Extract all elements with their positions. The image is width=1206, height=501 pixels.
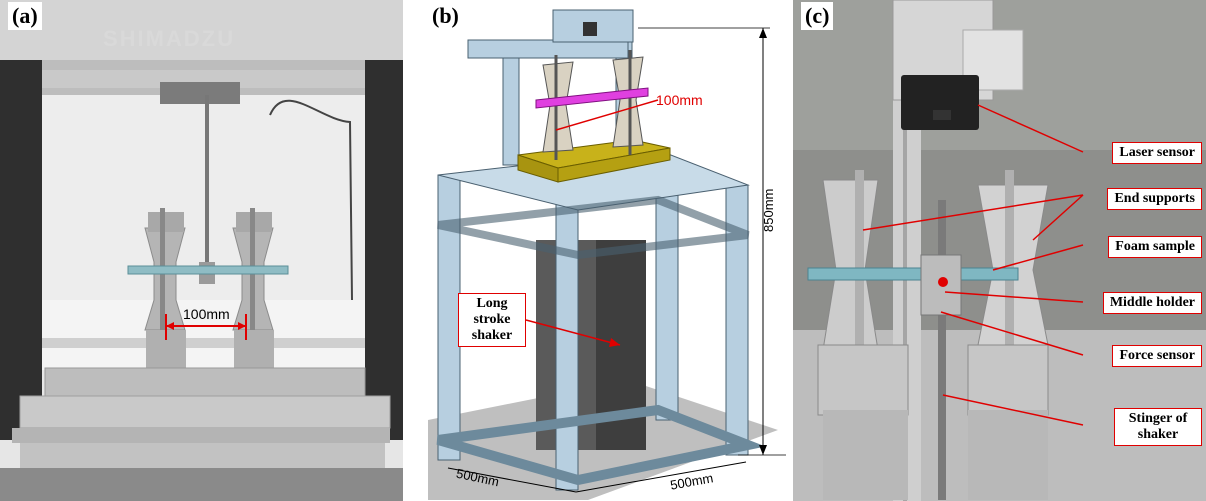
callout-end-supports: End supports (1107, 188, 1202, 210)
callout-stinger-of-shaker: Stinger of shaker (1114, 408, 1202, 446)
panel-b-illustration (428, 9, 786, 500)
shaker-callout-arrow (525, 319, 621, 347)
shaker-label-line-1: Long (476, 296, 508, 311)
callout-force-sensor: Force sensor (1112, 345, 1202, 367)
panel-b-distance-label: 100mm (656, 92, 703, 108)
shaker-callout: Long stroke shaker (458, 293, 526, 347)
panel-c-letter: (c) (801, 2, 834, 30)
callout-laser-sensor: Laser sensor (1112, 142, 1202, 164)
panel-a-distance-label: 100mm (183, 306, 230, 322)
brand-logo-text: SHIMADZU (103, 26, 236, 51)
callout-foam-sample: Foam sample (1108, 236, 1202, 258)
panel-b-cad-drawing: (b) 100mm 850mm 500mm 500mm Long stroke … (408, 0, 789, 501)
panel-a-letter: (a) (8, 2, 42, 30)
panel-a-illustration (0, 0, 403, 501)
panel-a-photo: (a) SHIMADZU 100mm (0, 0, 403, 501)
shaker-label-line-3: shaker (471, 328, 513, 343)
panel-b-letter: (b) (428, 2, 463, 30)
shaker-label-line-2: stroke (473, 312, 511, 327)
callout-middle-holder: Middle holder (1102, 292, 1202, 314)
panel-c-photo: (c) Laser sensor End supports Foam sampl… (793, 0, 1206, 501)
